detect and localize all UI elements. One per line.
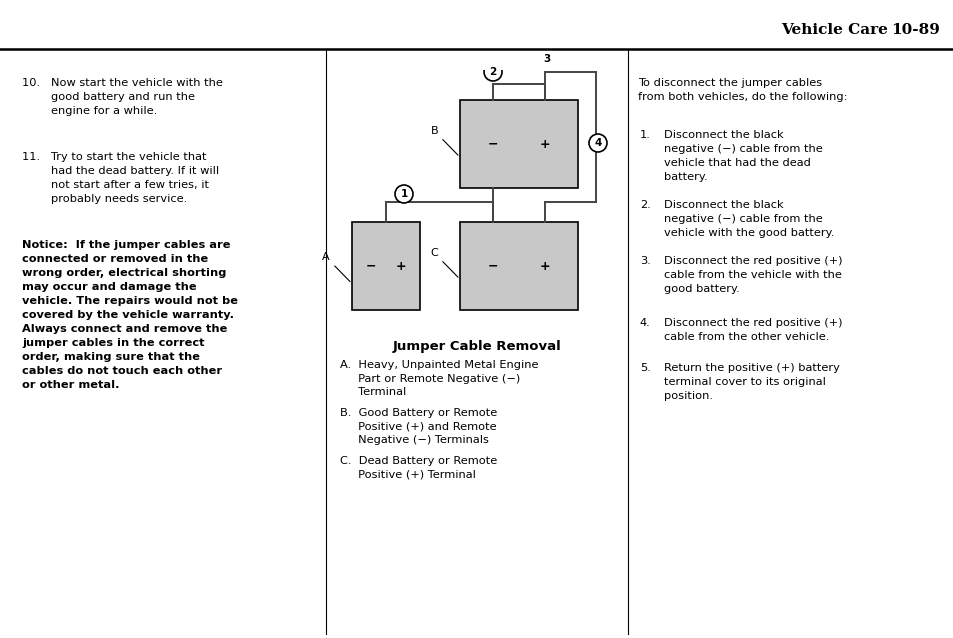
Text: A: A <box>322 252 350 281</box>
Text: 4.: 4. <box>639 318 650 328</box>
Text: Notice:  If the jumper cables are
connected or removed in the
wrong order, elect: Notice: If the jumper cables are connect… <box>22 240 237 390</box>
Text: C.  Dead Battery or Remote
     Positive (+) Terminal: C. Dead Battery or Remote Positive (+) T… <box>339 456 497 480</box>
Circle shape <box>588 134 606 152</box>
Circle shape <box>395 185 413 203</box>
Text: 10.   Now start the vehicle with the
        good battery and run the
        en: 10. Now start the vehicle with the good … <box>22 78 223 116</box>
Text: Disconnect the red positive (+)
cable from the vehicle with the
good battery.: Disconnect the red positive (+) cable fr… <box>663 256 841 294</box>
Bar <box>459 222 578 310</box>
Text: Return the positive (+) battery
terminal cover to its original
position.: Return the positive (+) battery terminal… <box>663 363 839 401</box>
Text: Disconnect the black
negative (−) cable from the
vehicle that had the dead
batte: Disconnect the black negative (−) cable … <box>663 130 821 182</box>
Text: 10-89: 10-89 <box>890 23 939 37</box>
Text: 4: 4 <box>594 138 601 148</box>
Text: B.  Good Battery or Remote
     Positive (+) and Remote
     Negative (−) Termin: B. Good Battery or Remote Positive (+) a… <box>339 408 497 445</box>
Text: Vehicle Care: Vehicle Care <box>781 23 887 37</box>
Bar <box>459 100 578 188</box>
Text: +: + <box>395 260 406 272</box>
Text: 11.   Try to start the vehicle that
        had the dead battery. If it will
   : 11. Try to start the vehicle that had th… <box>22 152 219 204</box>
Text: 5.: 5. <box>639 363 650 373</box>
Text: Disconnect the red positive (+)
cable from the other vehicle.: Disconnect the red positive (+) cable fr… <box>663 318 841 342</box>
Bar <box>352 222 419 310</box>
Text: 2.: 2. <box>639 200 650 210</box>
Text: A.  Heavy, Unpainted Metal Engine
     Part or Remote Negative (−)
     Terminal: A. Heavy, Unpainted Metal Engine Part or… <box>339 360 537 397</box>
Text: 1: 1 <box>400 189 407 199</box>
Text: To disconnect the jumper cables
from both vehicles, do the following:: To disconnect the jumper cables from bot… <box>638 78 846 102</box>
Text: −: − <box>487 260 497 272</box>
Text: 3.: 3. <box>639 256 650 266</box>
Text: 3: 3 <box>543 54 550 64</box>
Text: Disconnect the black
negative (−) cable from the
vehicle with the good battery.: Disconnect the black negative (−) cable … <box>663 200 834 238</box>
Text: C: C <box>430 248 457 278</box>
Text: Jumper Cable Removal: Jumper Cable Removal <box>393 340 560 353</box>
Text: 2: 2 <box>489 67 497 77</box>
Circle shape <box>537 50 556 68</box>
Text: B: B <box>430 126 457 155</box>
Text: 1.: 1. <box>639 130 650 140</box>
Text: −: − <box>365 260 375 272</box>
Text: +: + <box>539 260 550 272</box>
Text: −: − <box>487 138 497 151</box>
Circle shape <box>483 63 501 81</box>
Text: +: + <box>539 138 550 151</box>
